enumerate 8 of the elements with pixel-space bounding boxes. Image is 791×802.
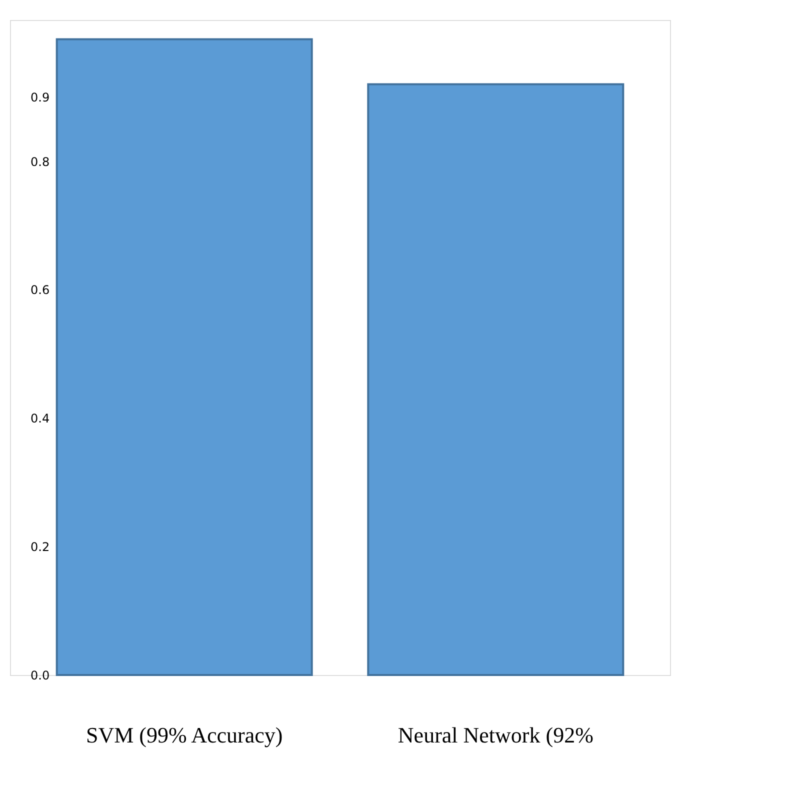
y-tick-label: 0.8 [30,154,50,169]
y-tick-label: 0.2 [30,540,50,554]
y-tick-label: 0.9 [30,90,50,105]
y-tick-label: 0.4 [30,412,50,426]
y-tick-label: 0.6 [30,283,50,298]
y-tick-label: 0.0 [30,668,50,682]
x-tick-label: SVM (99% Accuracy) [86,722,283,748]
x-tick-label: Neural Network (92% [398,722,594,748]
